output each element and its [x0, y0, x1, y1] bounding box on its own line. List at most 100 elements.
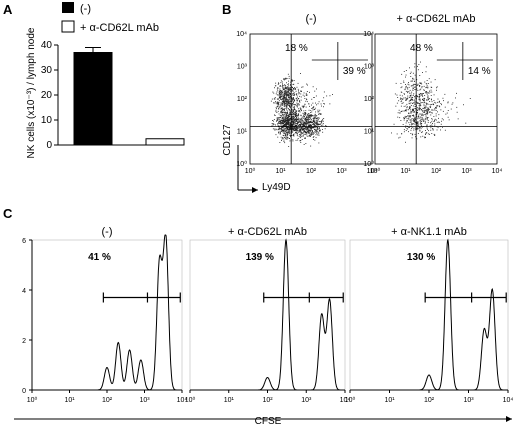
panel-b-event-dot [447, 101, 449, 103]
panel-b-event-dot [421, 123, 423, 124]
panel-b-event-dot [303, 92, 305, 94]
panel-a-ytick-label: 10 [41, 115, 53, 126]
panel-b-event-dot [400, 97, 402, 99]
panel-b-event-dot [317, 134, 319, 136]
panel-b-event-dot [290, 124, 291, 126]
panel-b-event-dot [273, 102, 274, 104]
panel-b-event-dot [310, 145, 312, 147]
panel-b-event-dot [283, 105, 285, 107]
panel-b-event-dot [416, 129, 418, 131]
panel-b-event-dot [306, 98, 307, 100]
panel-a-ytick-label: 20 [41, 90, 53, 101]
panel-b-event-dot [315, 131, 317, 133]
panel-b-event-dot [311, 119, 312, 121]
panel-b-event-dot [285, 124, 287, 126]
panel-b-event-dot [317, 109, 319, 111]
panel-b-event-dot [414, 86, 416, 88]
panel-b-event-dot [416, 128, 418, 130]
panel-b-event-dot [309, 125, 310, 127]
panel-b-event-dot [300, 129, 301, 131]
panel-b-event-dot [275, 109, 277, 111]
panel-b-event-dot [427, 121, 429, 123]
panel-b-event-dot [420, 82, 422, 84]
panel-b-event-dot [284, 84, 286, 86]
panel-b-event-dot [400, 83, 402, 84]
panel-b-event-dot [286, 91, 288, 93]
panel-b-event-dot [279, 128, 281, 129]
panel-b-event-dot [281, 102, 283, 104]
panel-b-event-dot [284, 113, 286, 115]
panel-b-event-dot [399, 112, 401, 114]
panel-b-event-dot [314, 130, 316, 132]
panel-b-event-dot [300, 90, 301, 92]
panel-b-event-dot [431, 99, 432, 101]
panel-b-event-dot [279, 91, 280, 92]
panel-b-event-dot [312, 137, 314, 138]
panel-b-event-dot [280, 111, 282, 113]
panel-b-event-dot [420, 108, 421, 110]
panel-b-event-dot [297, 114, 299, 116]
panel-b-event-dot [293, 89, 295, 90]
panel-b-event-dot [403, 117, 405, 119]
panel-b-event-dot [279, 119, 281, 121]
panel-b-event-dot [290, 136, 291, 138]
panel-b-event-dot [417, 90, 419, 91]
panel-b-event-dot [431, 104, 433, 105]
panel-b-event-dot [294, 118, 296, 120]
panel-b-event-dot [296, 98, 298, 100]
panel-b-event-dot [296, 114, 298, 116]
panel-b-event-dot [292, 80, 294, 82]
panel-b-event-dot [423, 100, 425, 102]
panel-b-event-dot [297, 113, 299, 115]
panel-b-event-dot [431, 91, 433, 93]
panel-b-event-dot [314, 139, 316, 141]
panel-b-event-dot [312, 130, 313, 132]
panel-b-event-dot [306, 83, 308, 85]
panel-b-event-dot [318, 113, 320, 115]
panel-b-event-dot [301, 124, 303, 125]
panel-b-event-dot [413, 110, 415, 111]
panel-b-event-dot [283, 104, 285, 106]
panel-b-event-dot [293, 118, 294, 119]
panel-b-event-dot [288, 110, 290, 112]
panel-b-event-dot [431, 112, 433, 113]
panel-b-event-dot [308, 130, 309, 132]
panel-b-event-dot [285, 115, 287, 117]
panel-b-event-dot [283, 102, 285, 103]
panel-b-event-dot [427, 95, 429, 97]
panel-b-event-dot [415, 136, 416, 138]
panel-b-event-dot [436, 121, 438, 123]
panel-b-event-dot [289, 88, 291, 90]
panel-b-event-dot [412, 99, 414, 101]
panel-b-event-dot [281, 123, 283, 125]
panel-b-event-dot [420, 109, 422, 110]
panel-b-event-dot [283, 131, 285, 133]
panel-b-event-dot [285, 125, 287, 127]
panel-b-event-dot [290, 89, 292, 91]
panel-b-event-dot [315, 121, 317, 123]
panel-b-event-dot [283, 117, 285, 119]
panel-b-event-dot [405, 100, 407, 101]
panel-b-event-dot [317, 124, 319, 126]
panel-b-event-dot [431, 133, 433, 134]
panel-b-event-dot [318, 113, 320, 114]
panel-b-event-dot [295, 139, 297, 141]
panel-b-event-dot [435, 119, 437, 121]
panel-b-event-dot [426, 117, 428, 119]
panel-b-event-dot [402, 99, 404, 100]
panel-b-event-dot [445, 113, 447, 115]
panel-b-event-dot [412, 78, 414, 80]
panel-b-event-dot [287, 134, 289, 135]
panel-b-xtick-label: 10³ [461, 168, 472, 175]
panel-b-event-dot [414, 121, 416, 123]
panel-b-event-dot [406, 107, 408, 109]
panel-b-event-dot [289, 109, 290, 111]
panel-b-event-dot [285, 97, 287, 98]
panel-b-event-dot [287, 95, 288, 97]
panel-b-event-dot [289, 112, 290, 114]
panel-b-event-dot [291, 86, 293, 88]
panel-b-event-dot [296, 135, 298, 137]
panel-b-event-dot [400, 91, 402, 93]
panel-b-event-dot [310, 127, 312, 128]
panel-b-event-dot [318, 127, 320, 129]
